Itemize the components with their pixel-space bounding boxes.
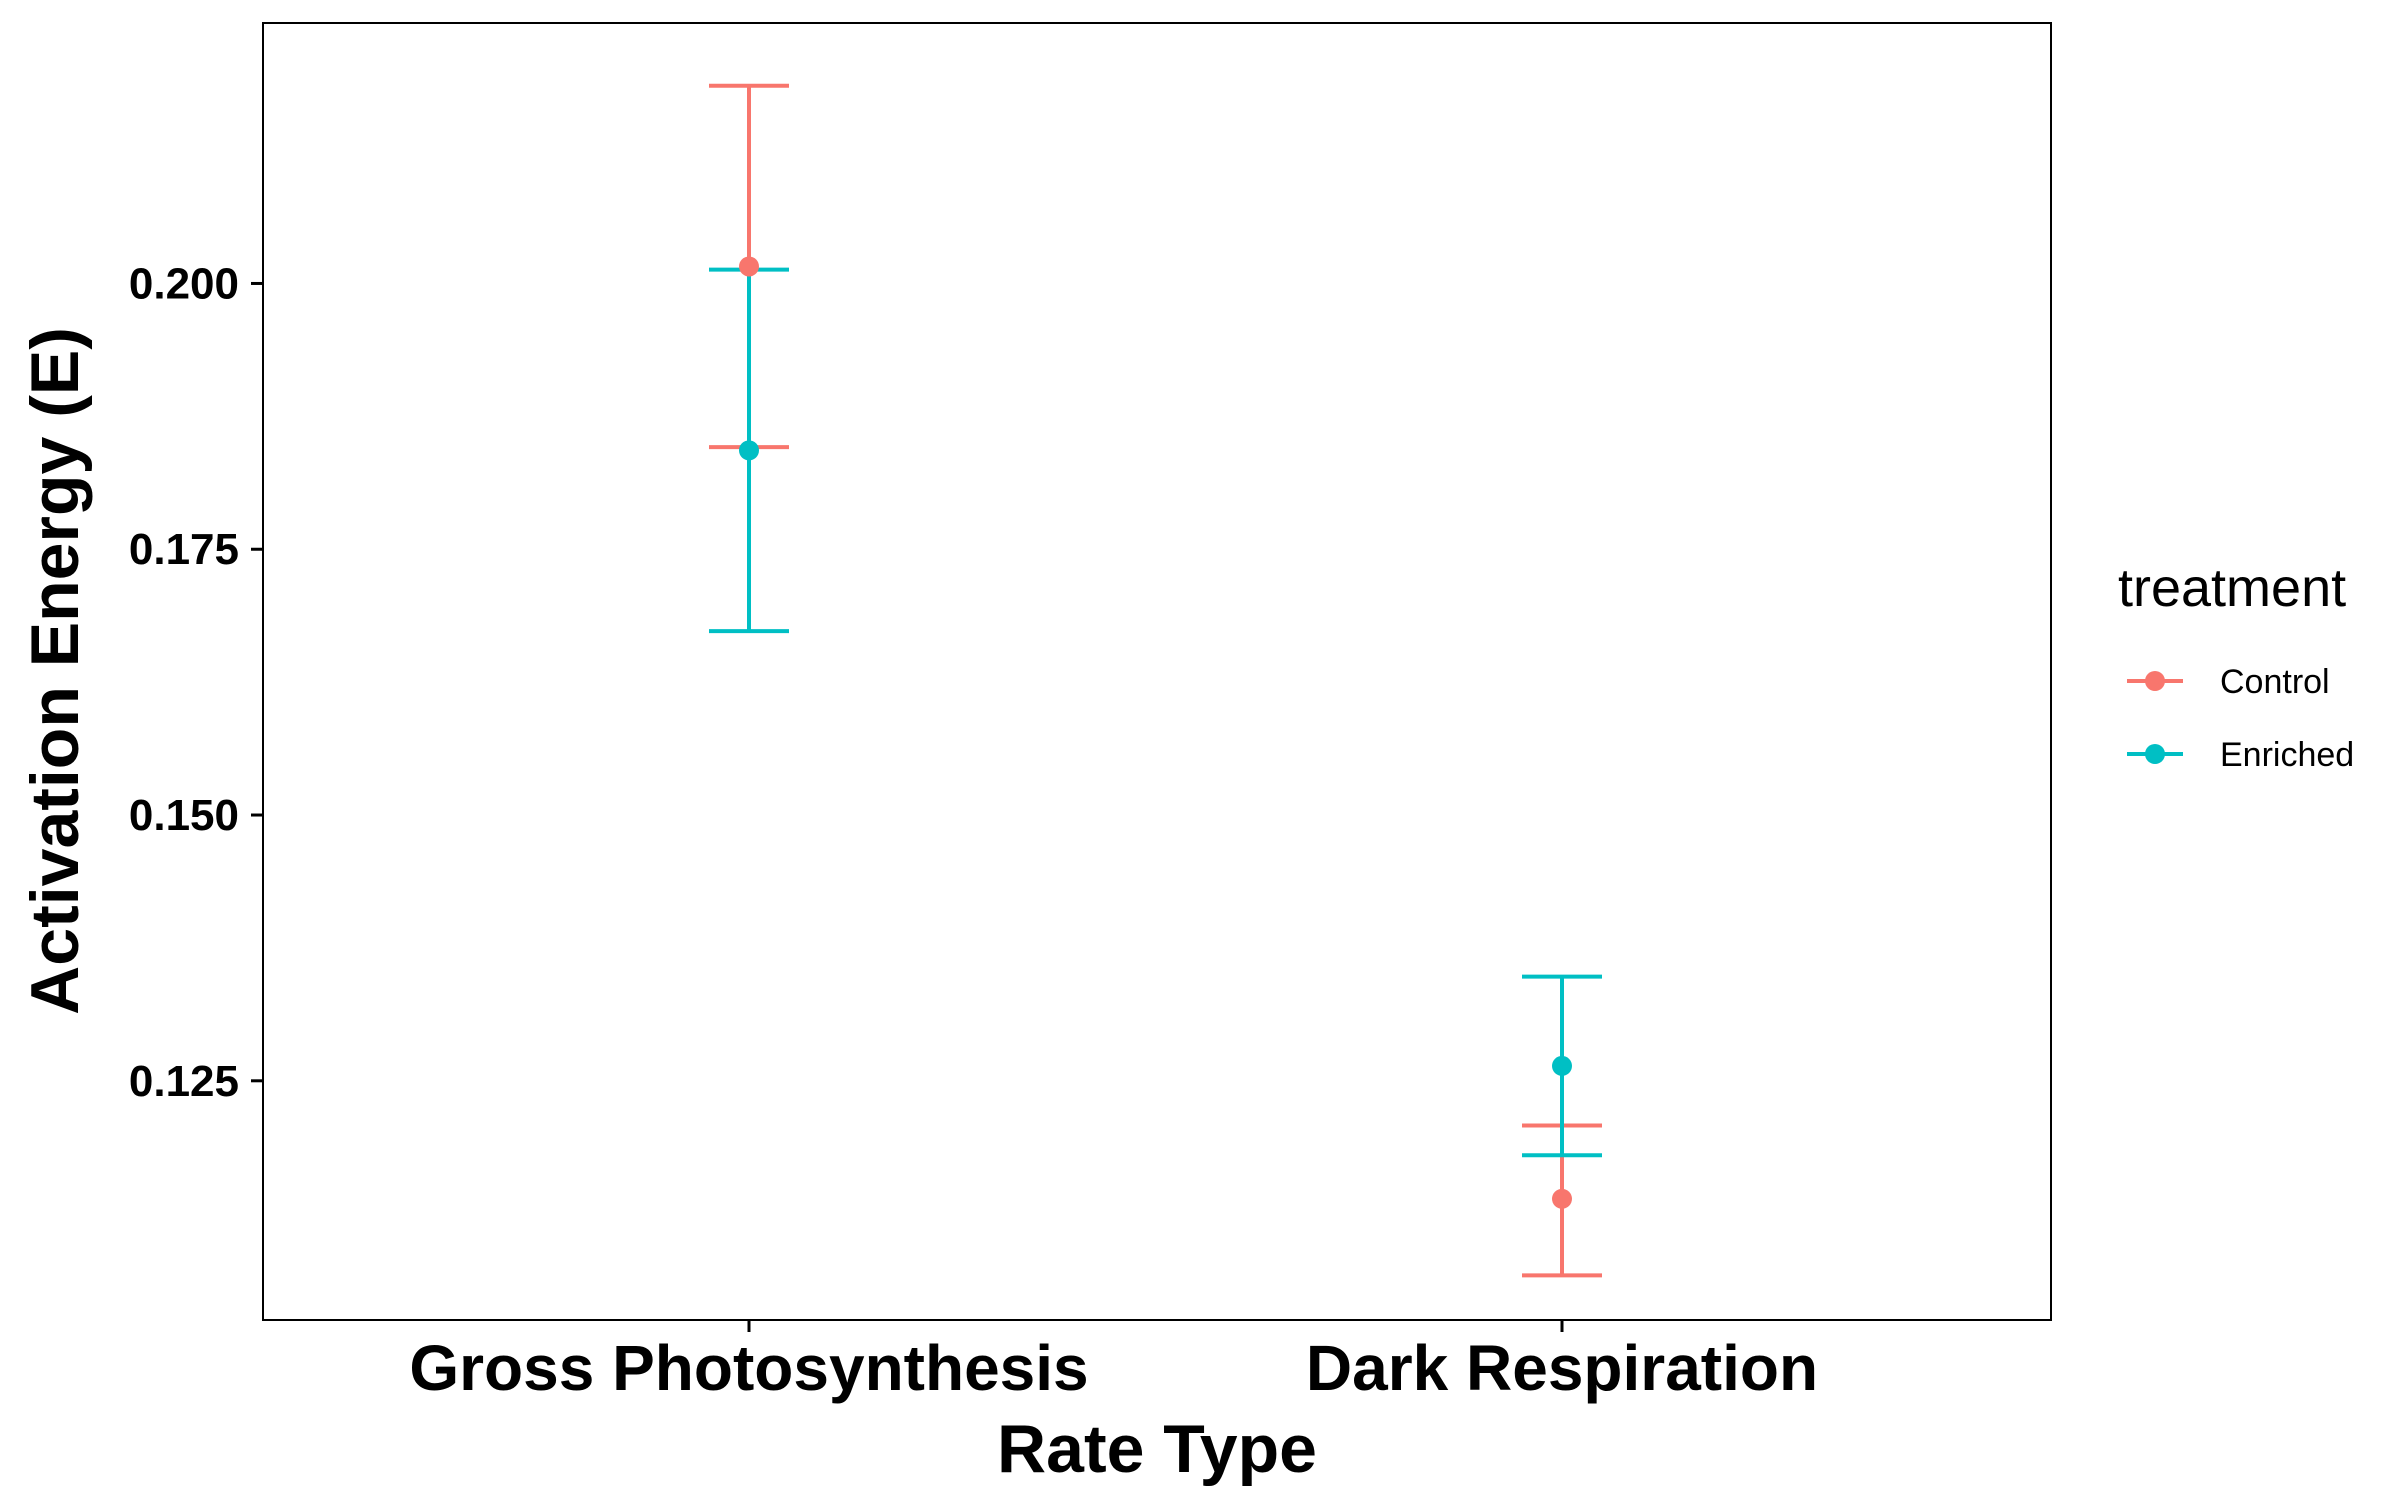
point-enriched bbox=[739, 440, 759, 461]
x-tick-label: Dark Respiration bbox=[1306, 1332, 1818, 1404]
y-tick-label: 0.200 bbox=[129, 259, 239, 308]
legend-label-enriched: Enriched bbox=[2220, 736, 2354, 774]
legend-key-point-control bbox=[2145, 671, 2165, 691]
y-axis: 0.125 0.150 0.175 0.200 bbox=[129, 259, 263, 1106]
y-tick-label: 0.125 bbox=[129, 1057, 239, 1106]
legend-label-control: Control bbox=[2220, 663, 2330, 701]
plot-panel bbox=[262, 22, 2052, 1321]
x-tick-label: Gross Photosynthesis bbox=[409, 1332, 1088, 1404]
point-enriched bbox=[1552, 1055, 1572, 1076]
point-control bbox=[739, 256, 759, 277]
y-tick-label: 0.175 bbox=[129, 525, 239, 574]
x-axis-title: Rate Type bbox=[997, 1411, 1317, 1487]
y-tick-label: 0.150 bbox=[129, 791, 239, 840]
y-axis-title: Activation Energy (E) bbox=[17, 327, 93, 1015]
point-control bbox=[1552, 1188, 1572, 1209]
legend-items: Control Enriched bbox=[2127, 663, 2354, 774]
legend-key-point-enriched bbox=[2145, 744, 2165, 764]
data-points bbox=[739, 256, 1572, 1209]
legend-title: treatment bbox=[2118, 558, 2346, 618]
x-axis: Gross Photosynthesis Dark Respiration bbox=[409, 1320, 1818, 1404]
legend: treatment Control Enriched bbox=[2118, 558, 2354, 774]
